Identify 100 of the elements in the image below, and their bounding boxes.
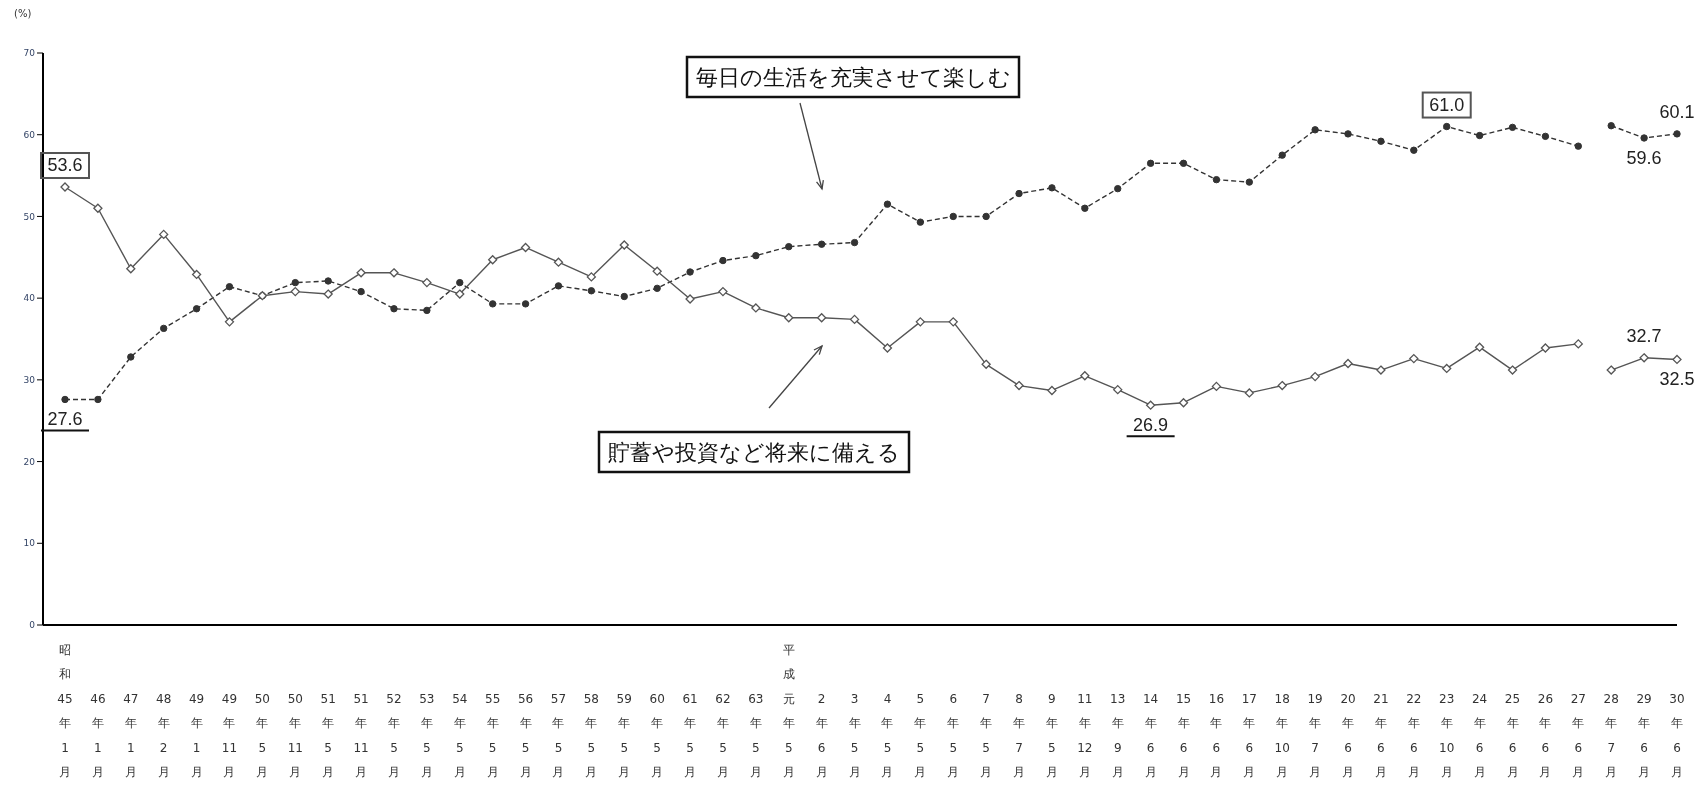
point (1081, 204, 1089, 212)
point (1244, 388, 1254, 398)
point (1640, 134, 1648, 142)
y-tick-label: 40 (23, 293, 36, 304)
point (224, 317, 235, 327)
annotation: 貯蓄や投資など将来に備える (608, 440, 900, 465)
point (1278, 151, 1286, 159)
point (455, 289, 465, 299)
x-tick-label: 62年5月 (715, 691, 731, 779)
point (685, 294, 695, 304)
data-label: 32.7 (1626, 325, 1662, 346)
x-tick-label: 5年5月 (914, 691, 927, 779)
y-axis-title: (%) (14, 8, 32, 19)
point (1606, 365, 1616, 375)
x-tick-label: 49年1月 (188, 691, 205, 779)
point (718, 286, 728, 297)
y-tick-label: 70 (23, 48, 36, 59)
x-tick-label: 59年5月 (616, 691, 632, 779)
x-tick-label: 17年6月 (1241, 691, 1257, 779)
x-tick-label: 13年9月 (1110, 691, 1126, 779)
point (127, 353, 135, 361)
point (1047, 385, 1057, 396)
x-tick-label: 58年5月 (583, 691, 600, 779)
x-tick-label: 46年1月 (90, 691, 106, 779)
x-tick-label: 29年6月 (1636, 691, 1652, 779)
x-tick-label: 24年6月 (1471, 691, 1488, 779)
point (785, 242, 793, 251)
point (619, 240, 629, 250)
x-tick-label: 49年11月 (221, 691, 238, 779)
y-tick-label: 0 (29, 620, 36, 631)
x-tick-label: 18年10月 (1274, 691, 1290, 779)
point (1113, 385, 1123, 395)
point (1212, 175, 1221, 184)
x-tick-label: 28年7月 (1603, 691, 1619, 779)
point (817, 313, 827, 323)
point (1015, 189, 1023, 198)
point (916, 218, 925, 226)
point (1573, 339, 1583, 349)
x-tick-label: 52年5月 (386, 691, 402, 779)
x-tick-label: 3年5月 (848, 691, 861, 779)
point (1673, 130, 1681, 138)
point (1344, 130, 1352, 138)
x-tick-label: 61年5月 (682, 691, 698, 779)
point (1508, 123, 1517, 132)
point (1574, 142, 1583, 150)
x-tick-label: 53年5月 (419, 691, 435, 779)
point (620, 292, 628, 301)
x-tick-label: 50年5月 (254, 691, 271, 779)
point (784, 313, 794, 323)
point (488, 255, 498, 265)
x-tick-label: 63年5月 (748, 691, 764, 779)
data-label: 32.5 (1659, 369, 1694, 390)
point (719, 256, 727, 265)
point (1014, 380, 1024, 391)
x-tick-label: 平成元年5月 (782, 642, 795, 779)
point (159, 229, 169, 240)
point (1475, 131, 1484, 140)
point (1410, 146, 1418, 154)
point (1540, 343, 1551, 353)
x-tick-label: 6年5月 (947, 691, 960, 779)
point (1442, 363, 1452, 374)
point (324, 277, 332, 285)
data-label: 26.9 (1133, 415, 1169, 436)
point (1672, 354, 1682, 365)
point (1211, 381, 1222, 392)
point (883, 200, 892, 208)
point (1146, 159, 1155, 168)
x-tick-label: 昭和45年1月 (57, 642, 73, 779)
y-tick-label: 30 (23, 375, 36, 386)
point (521, 300, 530, 308)
x-tick-label: 30年6月 (1669, 691, 1685, 779)
x-tick-label: 23年10月 (1439, 691, 1455, 779)
point (949, 212, 957, 221)
point (653, 284, 661, 293)
x-tick-label: 8年7月 (1013, 691, 1026, 779)
point (553, 257, 564, 267)
x-tick-label: 27年6月 (1570, 691, 1586, 779)
point (390, 305, 398, 313)
point (61, 395, 69, 404)
point (423, 306, 431, 315)
point (587, 287, 596, 295)
point (389, 268, 399, 278)
point (1310, 371, 1320, 382)
x-tick-label: 26年6月 (1537, 691, 1554, 779)
point (192, 305, 201, 313)
point (225, 283, 234, 291)
point (882, 343, 893, 353)
y-tick-label: 20 (23, 456, 36, 467)
x-tick-label: 60年5月 (649, 691, 665, 779)
point (981, 359, 991, 369)
point (1376, 365, 1386, 375)
point (1343, 358, 1353, 369)
annotation: 毎日の生活を充実させて楽しむ (695, 65, 1011, 90)
x-tick-label: 16年6月 (1208, 691, 1225, 779)
point (948, 317, 958, 327)
point (126, 264, 136, 274)
point (1245, 178, 1254, 186)
point (752, 251, 760, 260)
x-tick-label: 11年12月 (1077, 691, 1093, 779)
point (1178, 398, 1189, 408)
